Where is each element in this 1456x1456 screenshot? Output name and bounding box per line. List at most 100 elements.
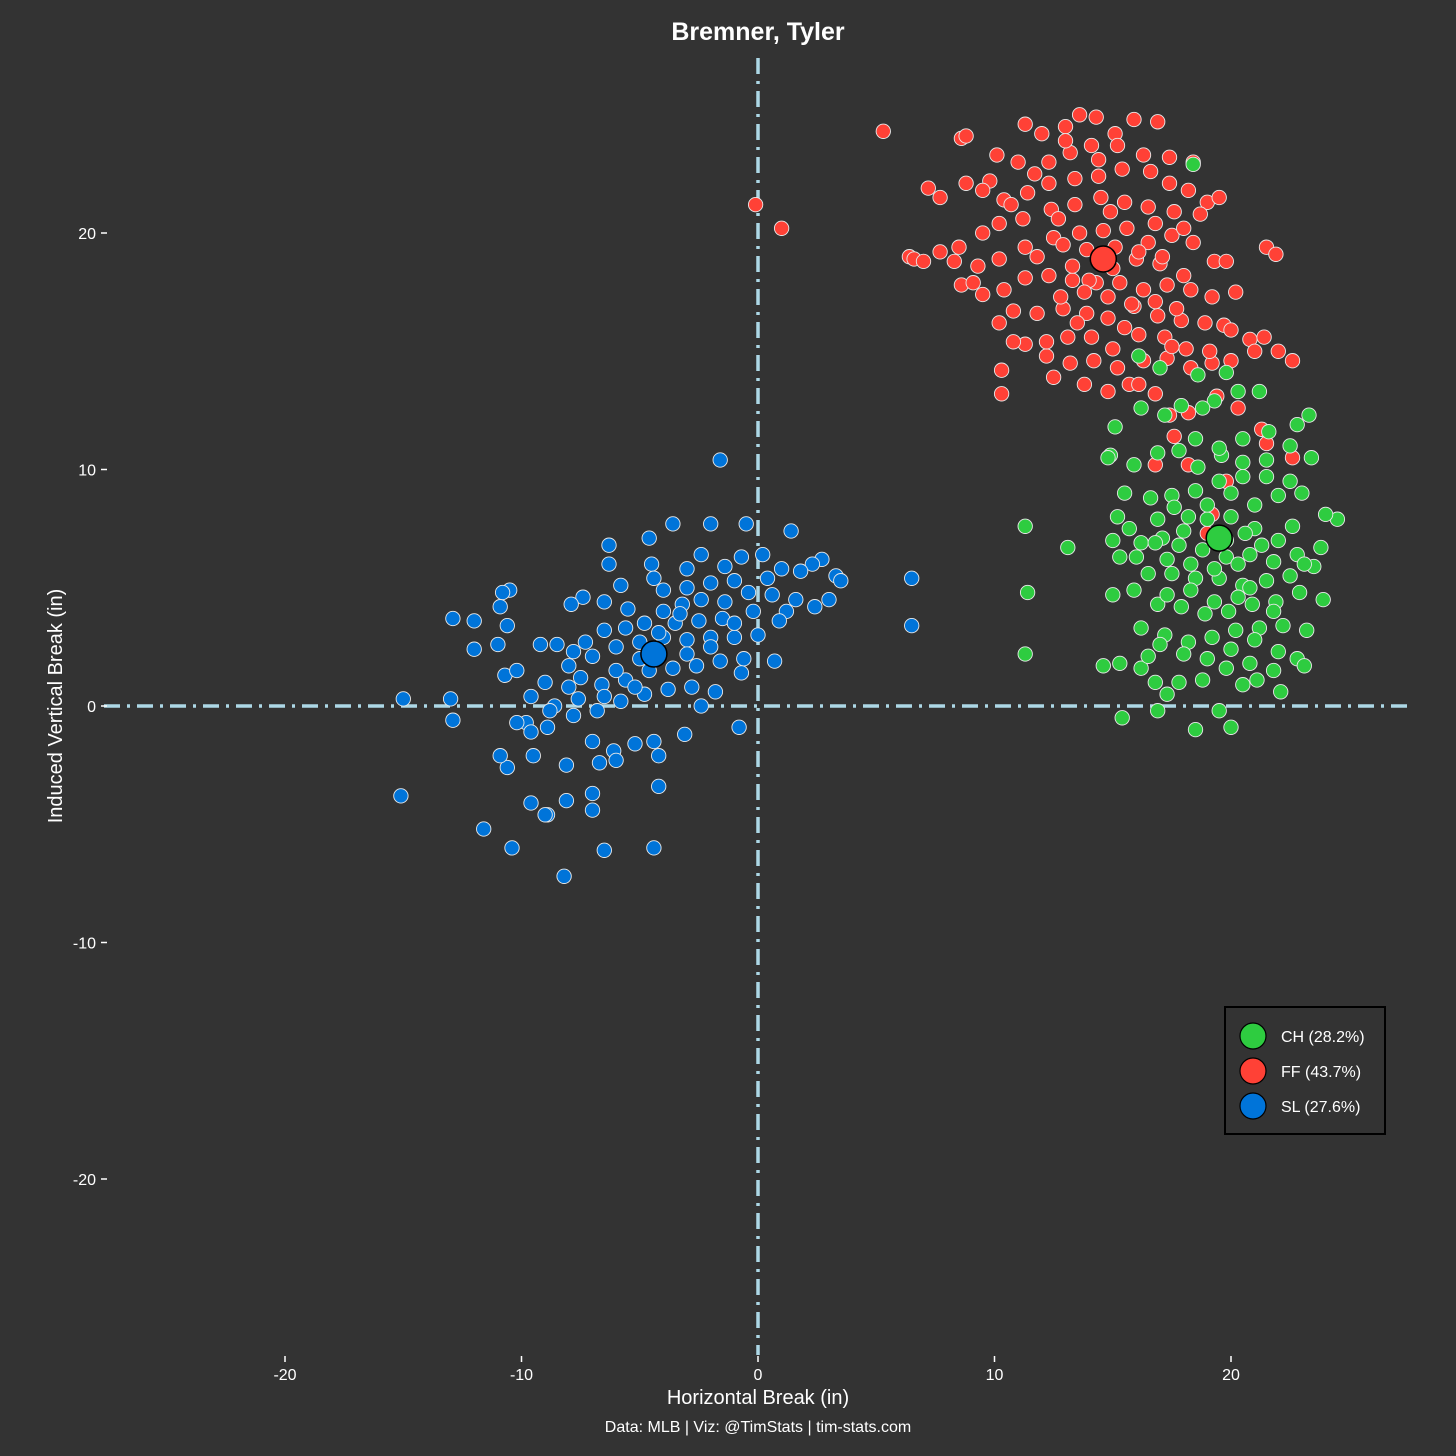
point-ff [1083,329,1100,345]
point-ff [1284,353,1301,369]
point-ff [1230,400,1246,416]
point-sl [904,570,920,586]
point-ch [1159,587,1175,603]
mean-markers [640,245,1233,668]
point-ch [1112,549,1128,565]
point-ch [1261,424,1277,440]
point-sl [525,748,541,764]
point-ch [1249,672,1265,688]
point-ff [1076,376,1093,393]
point-ch [1173,599,1189,615]
point-ff [1029,305,1045,322]
point-sl [807,599,823,615]
point-sl [596,688,612,705]
point-sl [679,632,695,648]
point-ff [1062,355,1078,371]
x-tick-label: -20 [273,1367,296,1384]
y-tick-label: -20 [73,1172,96,1189]
point-ff [1154,249,1171,265]
point-ch [1282,568,1298,584]
point-ff [965,275,981,291]
point-sl [601,556,617,572]
point-sl [731,719,747,735]
point-ff [1168,301,1185,317]
point-sl [766,653,783,669]
point-ch [1150,596,1166,612]
point-ch [1206,393,1223,409]
point-sl [712,653,728,669]
point-sl [726,573,743,589]
point-ch [1223,509,1239,525]
point-ch [1194,672,1211,688]
legend: CH (28.2%) FF (43.7%) SL (27.6%) [1224,1006,1386,1135]
point-sl [613,577,629,594]
point-ff [1164,338,1180,355]
point-ff [1180,182,1197,199]
point-sl [575,589,591,605]
point-sl [693,591,709,608]
point-ff [1067,170,1083,187]
point-sl [558,757,575,773]
point-ch [1211,473,1227,489]
point-ff [1102,204,1119,220]
point-ch [1247,497,1263,513]
point-ch [1147,535,1163,551]
point-ch [1273,684,1289,700]
point-sl [476,821,492,837]
point-ff [1005,303,1022,319]
point-ff [1034,126,1050,142]
point-ch [1095,658,1111,674]
point-ff [1114,161,1130,177]
legend-label-ff: FF (43.7%) [1281,1064,1361,1081]
point-ff [1055,237,1071,253]
point-sl [509,662,525,679]
point-ch [1164,565,1180,582]
point-ch [1303,450,1320,466]
point-ff [1088,109,1104,125]
point-sl [679,646,695,662]
point-ff [1003,196,1019,213]
point-ff [1038,334,1055,350]
point-ch [1180,509,1197,525]
point-ch [1230,556,1246,572]
point-ch [1133,535,1149,551]
point-ff [1109,137,1126,154]
point-sl [601,537,617,553]
point-sl [651,778,667,795]
point-ch [1204,629,1220,646]
point-ff [1071,225,1088,241]
point-ch [1173,397,1189,414]
point-sl [395,691,411,707]
point-ch [1206,594,1223,610]
point-ch [1206,561,1223,577]
point-ff [951,239,967,255]
point-sl [523,724,539,740]
point-ch [1242,546,1258,563]
point-ff [1083,137,1100,154]
point-ch [1230,589,1246,605]
point-sl [466,613,482,629]
point-ch [1244,596,1260,612]
point-ch [1150,445,1166,461]
point-sl [539,719,556,735]
point-sl [613,693,629,709]
point-ch [1142,490,1159,506]
point-ff [975,182,991,199]
point-ff [1131,244,1147,260]
point-ch [1294,485,1310,501]
point-ch [1223,719,1239,735]
point-ch [1289,416,1305,433]
point-sl [655,603,672,620]
point-sl [740,584,757,601]
point-sl [733,665,750,681]
point-sl [693,546,709,563]
point-ch [1194,400,1211,416]
point-ch [1126,457,1142,473]
point-ff [1116,319,1133,336]
x-tick-label: 0 [754,1367,763,1384]
point-ch [1157,407,1173,423]
point-ch [1133,400,1149,416]
point-ch [1223,641,1239,657]
point-sl [665,660,681,676]
data-points [393,107,1346,884]
